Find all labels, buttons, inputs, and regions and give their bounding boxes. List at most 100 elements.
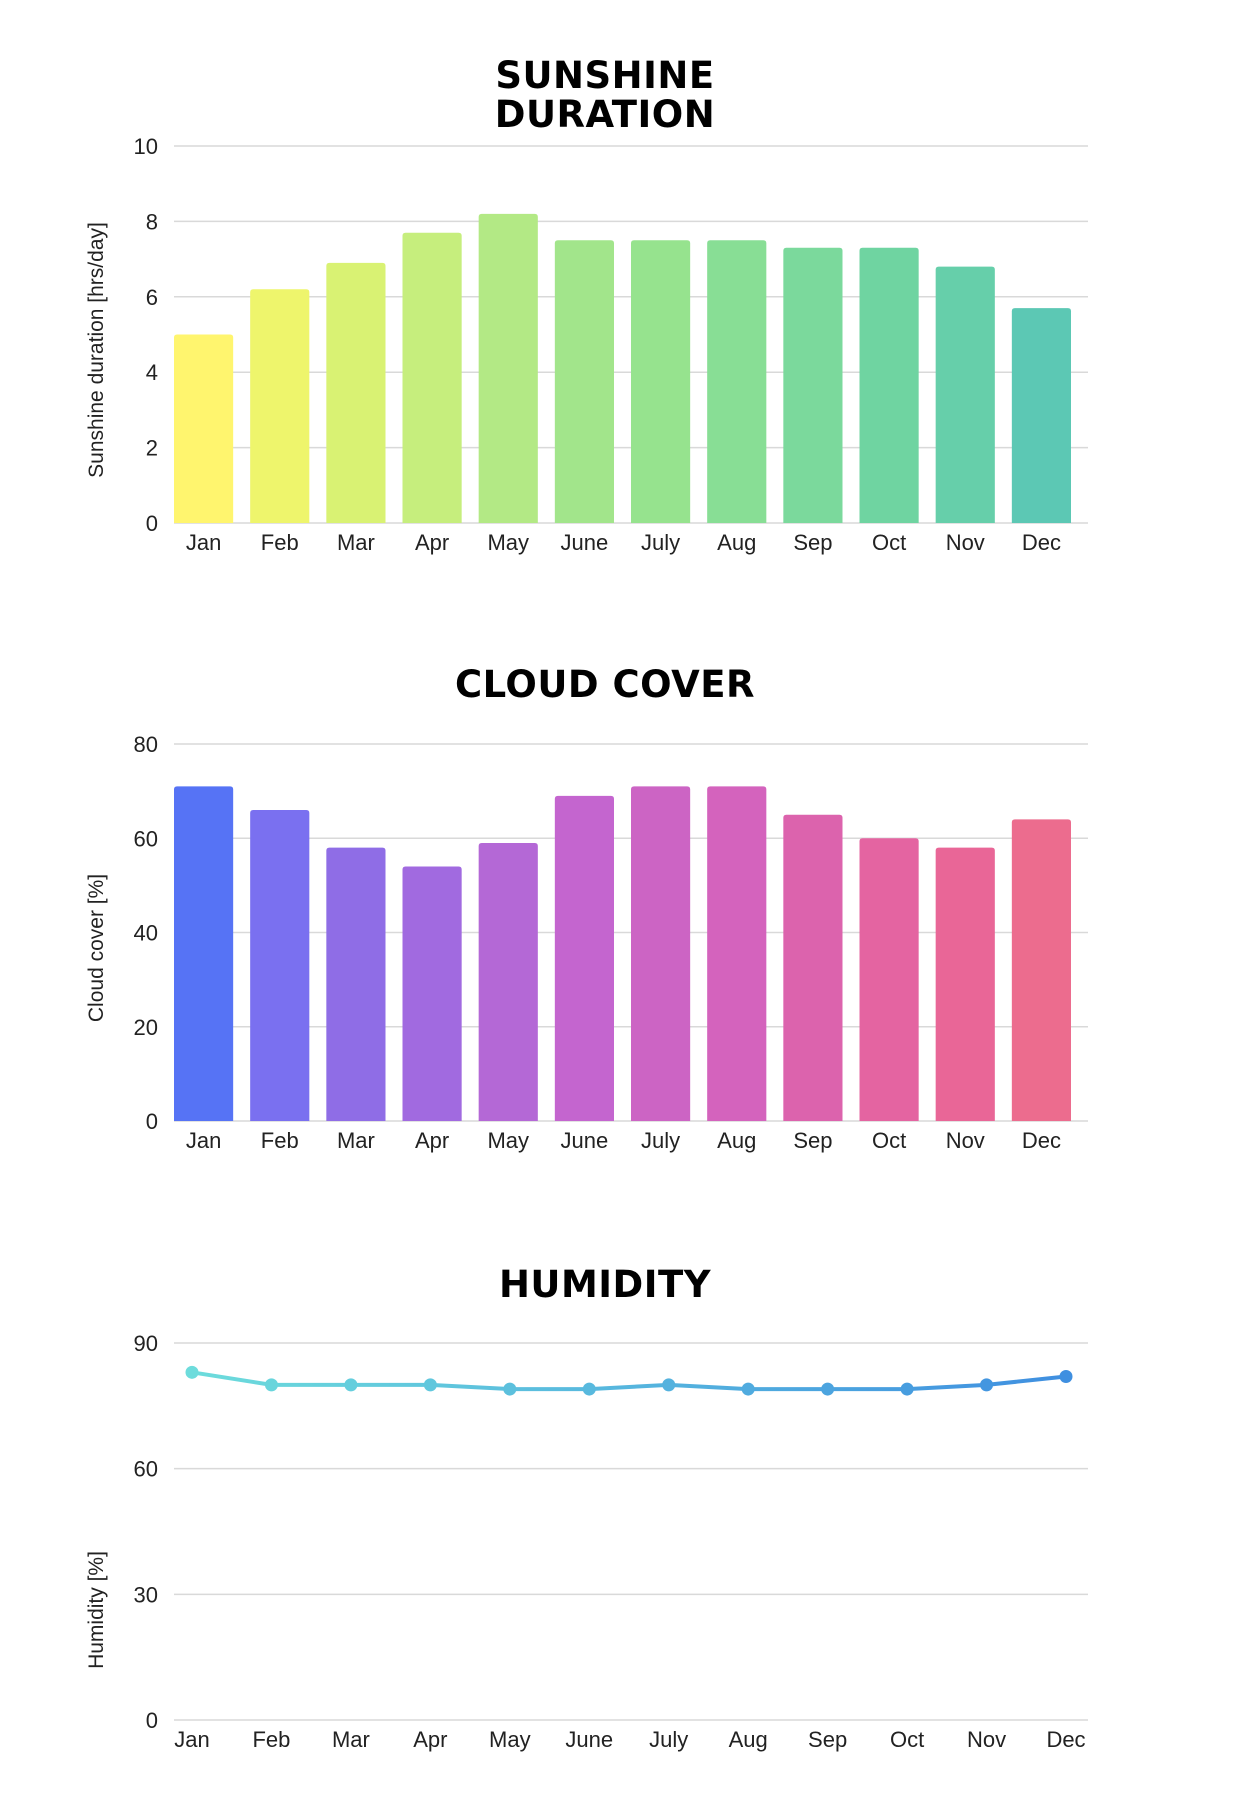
cloud-cover-x-tick-label: Jan [186,1128,221,1153]
sunshine-x-tick-label: Oct [872,530,906,555]
cloud-cover-bar-jan [174,786,234,1121]
cloud-cover-y-tick-label: 80 [134,732,158,757]
cloud-cover-x-tick-label: Apr [415,1128,449,1153]
cloud-cover-y-tick-label: 0 [146,1109,158,1134]
sunshine-x-tick-label: Mar [337,530,375,555]
humidity-x-tick-label: Dec [1046,1727,1085,1752]
sunshine-title-line-1: SUNSHINE [495,54,715,97]
humidity-x-tick-label: Sep [808,1727,847,1752]
sunshine-y-tick-label: 4 [146,360,158,385]
humidity-series-line [190,1370,1068,1392]
cloud-cover-bar-aug [707,786,767,1121]
sunshine-x-tick-label: Sep [793,530,832,555]
humidity-x-tick-label: Apr [413,1727,447,1752]
sunshine-chart-title: SUNSHINE DURATION [0,56,1210,134]
sunshine-y-tick-label: 10 [134,134,158,159]
humidity-point-feb [264,1378,278,1392]
cloud-cover-x-tick-label: Nov [946,1128,985,1153]
sunshine-bar-dec [1011,308,1071,523]
humidity-x-tick-label: Mar [332,1727,370,1752]
humidity-x-tick-label: May [489,1727,531,1752]
sunshine-x-tick-label: Aug [717,530,756,555]
sunshine-y-tick-label: 8 [146,209,158,234]
cloud-cover-chart-title: CLOUD COVER [0,665,1210,704]
humidity-y-tick-label: 30 [134,1582,158,1607]
humidity-point-nov [980,1378,994,1392]
cloud-cover-x-tick-label: July [641,1128,680,1153]
sunshine-x-tick-label: June [561,530,609,555]
cloud-cover-bar-june [554,795,614,1121]
cloud-cover-x-tick-label: Mar [337,1128,375,1153]
humidity-x-tick-label: Oct [890,1727,924,1752]
humidity-point-aug [741,1382,755,1396]
humidity-y-tick-label: 90 [134,1331,158,1356]
humidity-x-tick-label: Feb [252,1727,290,1752]
humidity-point-sep [821,1382,835,1396]
humidity-point-may [503,1382,517,1396]
cloud-cover-y-tick-label: 40 [134,921,158,946]
sunshine-x-tick-label: Jan [186,530,221,555]
cloud-cover-bar-feb [250,809,310,1121]
sunshine-bar-may [478,213,538,524]
sunshine-bar-apr [402,232,462,523]
cloud-cover-x-tick-label: Oct [872,1128,906,1153]
cloud-cover-x-tick-label: Dec [1022,1128,1061,1153]
sunshine-x-tick-label: Dec [1022,530,1061,555]
sunshine-bar-feb [250,289,310,523]
sunshine-y-tick-label: 2 [146,436,158,461]
sunshine-bar-oct [859,247,919,524]
cloud-cover-bar-sep [783,814,843,1121]
cloud-cover-x-tick-label: May [487,1128,529,1153]
sunshine-bar-aug [707,240,767,523]
humidity-point-mar [344,1378,358,1392]
cloud-cover-bar-dec [1011,819,1071,1121]
cloud-cover-x-tick-label: Feb [261,1128,299,1153]
cloud-cover-bar-chart: 0 20 40 60 80 Cloud cover [%] Jan Feb Mar Apr May J… [85,732,1088,1153]
humidity-x-tick-label: July [649,1727,688,1752]
sunshine-bar-nov [935,266,995,523]
cloud-cover-bar-nov [935,847,995,1121]
sunshine-bar-sep [783,247,843,524]
sunshine-bar-jan [174,334,234,523]
humidity-point-apr [423,1378,437,1392]
sunshine-y-axis-label: Sunshine duration [hrs/day] [85,222,108,478]
humidity-point-dec [1059,1370,1073,1384]
sunshine-y-tick-label: 0 [146,511,158,536]
cloud-cover-bar-oct [859,838,919,1121]
humidity-point-oct [900,1382,914,1396]
humidity-y-tick-label: 0 [146,1708,158,1733]
cloud-cover-bar-july [631,786,691,1121]
sunshine-bar-july [631,240,691,523]
sunshine-title-line-2: DURATION [494,93,716,136]
cloud-cover-bar-apr [402,866,462,1121]
sunshine-chart-panel: SUNSHINE DURATION 0 2 4 6 8 10 Sunshine durati… [0,0,1236,600]
sunshine-bar-mar [326,262,386,523]
cloud-cover-x-tick-label: Sep [793,1128,832,1153]
humidity-chart-panel: HUMIDITY 0 30 60 90 Humidity [%] Jan Feb Mar Apr… [0,1200,1236,1798]
sunshine-bar-june [554,240,614,523]
sunshine-x-tick-label: Apr [415,530,449,555]
cloud-cover-y-axis-label: Cloud cover [%] [85,874,108,1022]
cloud-cover-bar-mar [326,847,386,1121]
sunshine-y-tick-label: 6 [146,285,158,310]
cloud-cover-bar-may [478,842,538,1121]
humidity-x-tick-label: Jan [174,1727,209,1752]
sunshine-x-tick-label: Feb [261,530,299,555]
sunshine-x-tick-label: Nov [946,530,985,555]
humidity-x-tick-label: Aug [729,1727,768,1752]
sunshine-bar-chart: 0 2 4 6 8 10 Sunshine duration [hrs/day] Jan Feb… [85,134,1088,555]
humidity-chart-title: HUMIDITY [0,1265,1210,1304]
cloud-cover-x-tick-label: June [561,1128,609,1153]
sunshine-x-tick-label: July [641,530,680,555]
humidity-y-tick-label: 60 [134,1457,158,1482]
humidity-point-jan [185,1365,199,1379]
cloud-cover-x-tick-label: Aug [717,1128,756,1153]
humidity-x-tick-label: Nov [967,1727,1006,1752]
humidity-point-july [662,1378,676,1392]
cloud-cover-title-line-1: CLOUD COVER [454,663,756,706]
humidity-line-chart: 0 30 60 90 Humidity [%] Jan Feb Mar Apr May June Ju… [85,1331,1088,1752]
humidity-point-june [582,1382,596,1396]
cloud-cover-y-tick-label: 60 [134,826,158,851]
cloud-cover-chart-panel: CLOUD COVER 0 20 40 60 80 Cloud cover [%] Jan F… [0,600,1236,1200]
humidity-title-line-1: HUMIDITY [498,1263,712,1306]
